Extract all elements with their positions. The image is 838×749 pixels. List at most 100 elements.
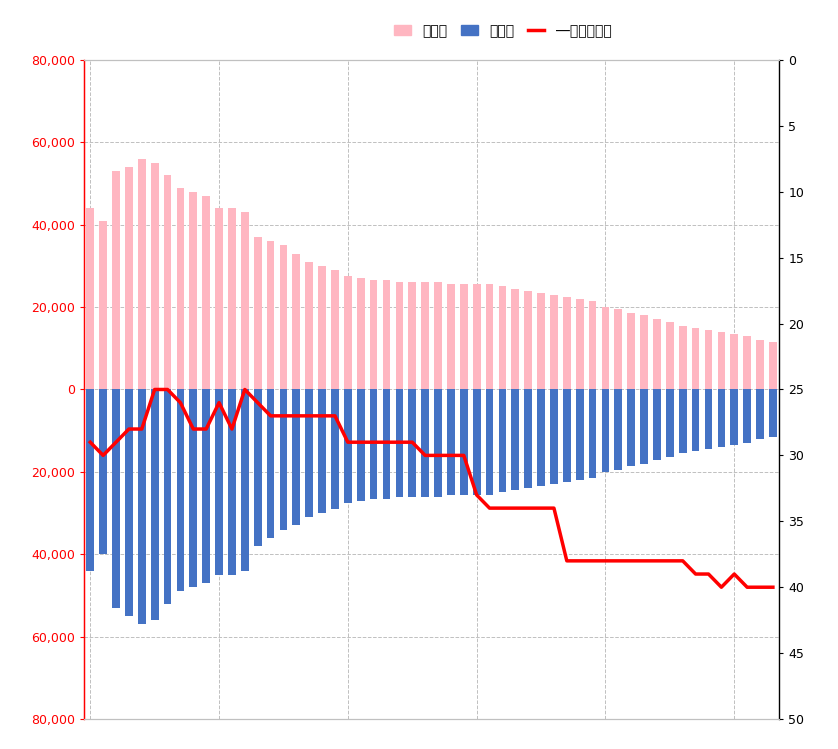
Bar [151, 389, 158, 620]
Bar [422, 389, 429, 497]
Bar [460, 285, 468, 389]
Bar [705, 389, 712, 449]
Bar [602, 307, 609, 389]
Bar [344, 389, 352, 503]
Bar [717, 389, 725, 447]
Bar [679, 326, 686, 389]
Bar [537, 293, 545, 389]
Bar [473, 389, 480, 494]
Bar [125, 167, 132, 389]
Bar [589, 301, 597, 389]
Bar [614, 389, 622, 470]
Bar [177, 389, 184, 592]
Bar [189, 192, 197, 389]
Bar [331, 389, 339, 509]
Bar [666, 321, 674, 389]
Bar [589, 389, 597, 478]
Bar [731, 334, 738, 389]
Bar [305, 389, 313, 517]
Bar [254, 389, 261, 546]
Bar [511, 389, 520, 491]
Bar [691, 389, 700, 451]
Bar [550, 389, 558, 484]
Bar [563, 297, 571, 389]
Bar [525, 389, 532, 488]
Bar [525, 291, 532, 389]
Bar [691, 327, 700, 389]
Bar [357, 278, 365, 389]
Bar [473, 285, 480, 389]
Bar [215, 208, 223, 389]
Bar [434, 389, 442, 497]
Bar [743, 336, 751, 389]
Bar [396, 389, 403, 497]
Bar [756, 389, 764, 439]
Bar [241, 213, 249, 389]
Bar [422, 282, 429, 389]
Bar [292, 253, 300, 389]
Bar [151, 163, 158, 389]
Bar [653, 319, 661, 389]
Bar [228, 389, 235, 575]
Bar [408, 282, 416, 389]
Bar [640, 389, 648, 464]
Bar [396, 282, 403, 389]
Bar [717, 332, 725, 389]
Bar [266, 241, 274, 389]
Bar [99, 389, 107, 554]
Bar [383, 280, 391, 389]
Bar [112, 171, 120, 389]
Bar [241, 389, 249, 571]
Bar [486, 389, 494, 494]
Bar [576, 389, 583, 480]
Bar [138, 389, 146, 624]
Bar [679, 389, 686, 453]
Bar [99, 221, 107, 389]
Legend: 女の子, 男の子, ―ランキング: 女の子, 男の子, ―ランキング [389, 18, 617, 43]
Bar [228, 208, 235, 389]
Bar [563, 389, 571, 482]
Bar [163, 389, 172, 604]
Bar [292, 389, 300, 526]
Bar [318, 389, 326, 513]
Bar [640, 315, 648, 389]
Bar [280, 389, 287, 530]
Bar [447, 285, 455, 389]
Bar [266, 389, 274, 538]
Bar [163, 175, 172, 389]
Bar [434, 282, 442, 389]
Bar [602, 389, 609, 472]
Bar [383, 389, 391, 499]
Bar [511, 288, 520, 389]
Bar [202, 389, 210, 583]
Bar [177, 187, 184, 389]
Bar [486, 285, 494, 389]
Bar [344, 276, 352, 389]
Bar [666, 389, 674, 458]
Bar [280, 246, 287, 389]
Bar [138, 159, 146, 389]
Bar [215, 389, 223, 575]
Bar [318, 266, 326, 389]
Bar [731, 389, 738, 445]
Bar [537, 389, 545, 486]
Bar [254, 237, 261, 389]
Bar [112, 389, 120, 607]
Bar [460, 389, 468, 494]
Bar [305, 261, 313, 389]
Bar [86, 208, 94, 389]
Bar [447, 389, 455, 494]
Bar [769, 342, 777, 389]
Bar [499, 286, 506, 389]
Bar [499, 389, 506, 493]
Bar [357, 389, 365, 500]
Bar [125, 389, 132, 616]
Bar [370, 389, 377, 499]
Bar [653, 389, 661, 459]
Bar [189, 389, 197, 587]
Bar [628, 389, 635, 466]
Bar [202, 195, 210, 389]
Bar [705, 330, 712, 389]
Bar [756, 340, 764, 389]
Bar [576, 299, 583, 389]
